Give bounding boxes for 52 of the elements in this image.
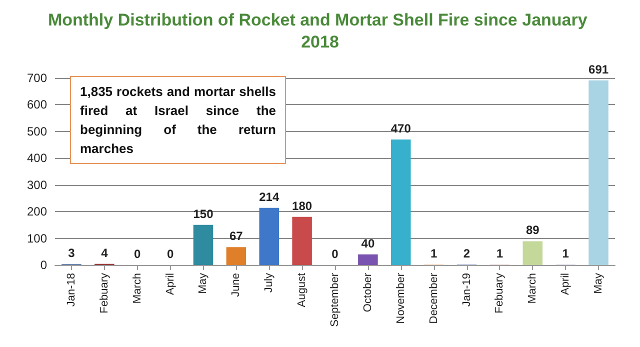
bar [292,216,312,265]
data-label: 0 [166,247,174,261]
y-tick-label: 500 [26,124,48,138]
data-label: 1 [496,246,504,261]
y-tick-label: 0 [40,258,48,272]
data-label: 691 [588,62,609,76]
x-tick-label: July [263,272,276,293]
x-tick-label: August [296,273,308,308]
data-label: 89 [526,223,540,238]
chart-title: Monthly Distribution of Rocket and Mortar Shell Fire since January 2018 [48,10,592,52]
data-label: 67 [229,229,244,244]
x-tick-label: Febuary [494,272,506,314]
x-tick-label: September [329,272,341,327]
x-tick-label: March [131,273,144,304]
y-tick-label: 700 [26,71,48,85]
data-label: 0 [332,247,339,261]
x-tick-label: April [560,273,572,296]
data-label: 4 [101,246,108,260]
data-label: 214 [259,190,280,204]
x-tick-label: May [592,272,605,294]
bar [226,247,246,265]
x-tick-label: Jan-18 [65,273,78,307]
x-tick-label: June [230,273,242,297]
bar [588,80,608,265]
data-label: 150 [193,206,214,221]
data-label: 180 [292,198,312,213]
y-tick-label: 300 [26,178,48,192]
x-tick-label: April [164,273,176,296]
y-tick-label: 200 [26,204,48,219]
x-tick-label: March [526,273,539,304]
annotation: 1,835 rockets and mortar shells fired at Israel since the beginning of the return marches [70,76,286,164]
data-label: 1 [562,246,570,261]
x-tick-label: November [394,272,407,324]
bar [358,254,378,265]
x-tick-label: Febuary [98,272,110,314]
data-label: 2 [463,246,470,260]
y-tick-label: 400 [26,151,48,166]
y-tick-label: 100 [26,231,48,246]
bar [522,241,543,265]
data-label: 0 [134,247,142,261]
data-label: 1 [430,246,438,261]
data-label: 40 [361,236,375,250]
data-label: 470 [390,121,412,136]
bar [193,224,214,265]
data-label: 3 [68,246,76,260]
bar [391,139,411,265]
y-tick-label: 600 [26,98,48,112]
x-tick-label: December [428,272,440,324]
x-tick-label: Jan-19 [460,273,473,307]
bar [259,208,279,265]
x-tick-label: May [197,272,210,294]
x-tick-label: October [362,272,374,312]
